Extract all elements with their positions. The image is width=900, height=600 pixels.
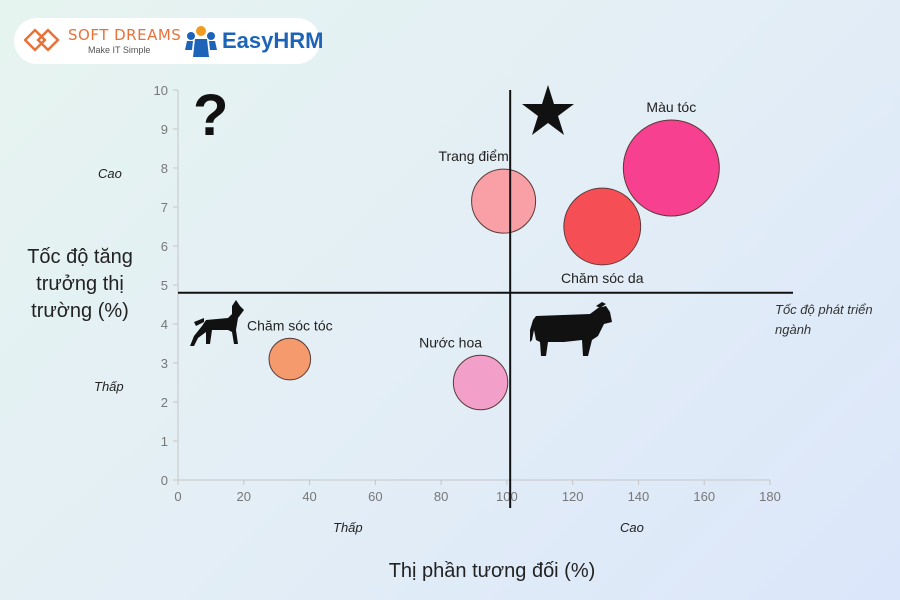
bubble-label: Màu tóc [646,99,696,115]
easyhrm-name: EasyHRM [222,28,324,53]
y-tick-label: 1 [161,434,168,449]
dog-icon [190,300,244,346]
bubble-label: Chăm sóc tóc [247,317,333,333]
bubble-point [471,168,537,234]
x-axis-title: Thị phần tương đối (%) [388,560,596,582]
x-tick-label: 120 [562,489,584,504]
y-tick-label: 2 [161,395,168,410]
x-tick-label: 80 [434,489,448,504]
y-tick-label: 9 [161,122,168,137]
x-tick-label: 40 [302,489,316,504]
x-level-high: Cao [620,520,644,535]
bubble-label: Nước hoa [419,334,482,350]
x-tick-label: 60 [368,489,382,504]
x-tick-label: 0 [174,489,181,504]
x-level-low: Thấp [333,520,363,535]
x-tick-label: 100 [496,489,518,504]
x-tick-label: 20 [237,489,251,504]
y-tick-label: 5 [161,278,168,293]
x-tick-label: 180 [759,489,781,504]
y-tick-label: 7 [161,200,168,215]
bubble-point [268,337,312,381]
x-tick-label: 160 [693,489,715,504]
softdreams-name: SOFT DREAMS [68,26,182,44]
x-tick-label: 140 [628,489,650,504]
y-axis-title: Tốc độ tăng trưởng thị trường (%) [27,246,133,322]
y-level-low: Thấp [94,379,124,394]
cow-icon [530,302,612,356]
y-tick-label: 6 [161,239,168,254]
bubble-label: Chăm sóc da [561,270,644,286]
question-mark-icon: ? [193,83,229,148]
bubble-point [452,354,509,411]
y-tick-label: 8 [161,161,168,176]
brand-logos: SOFT DREAMS Make IT Simple EasyHRM [14,18,324,64]
y-tick-label: 4 [161,317,168,332]
easyhrm-logo-icon [185,26,217,57]
industry-growth-label: Tốc độ phát triển ngành [775,302,873,337]
y-level-high: Cao [98,166,122,181]
bubble-label: Trang điểm [438,148,508,164]
softdreams-tagline: Make IT Simple [88,45,151,55]
y-tick-label: 0 [161,473,168,488]
y-tick-label: 3 [161,356,168,371]
bubble-point [563,187,642,266]
y-tick-label: 10 [154,83,168,98]
softdreams-logo-icon [24,28,60,52]
bubble-point [622,119,720,217]
star-icon [522,85,574,135]
